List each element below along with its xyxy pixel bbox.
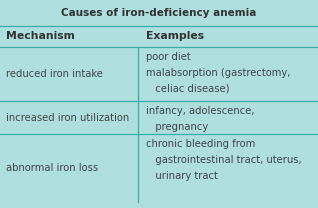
Text: malabsorption (gastrectomy,: malabsorption (gastrectomy, bbox=[146, 68, 291, 78]
Text: infancy, adolescence,: infancy, adolescence, bbox=[146, 106, 255, 116]
Text: Examples: Examples bbox=[146, 31, 204, 41]
Text: reduced iron intake: reduced iron intake bbox=[6, 69, 103, 79]
Text: pregnancy: pregnancy bbox=[146, 122, 209, 132]
Text: abnormal iron loss: abnormal iron loss bbox=[6, 163, 99, 173]
Text: poor diet: poor diet bbox=[146, 52, 191, 62]
Text: Mechanism: Mechanism bbox=[6, 31, 75, 41]
Text: increased iron utilization: increased iron utilization bbox=[6, 113, 130, 123]
Text: chronic bleeding from: chronic bleeding from bbox=[146, 139, 256, 149]
Text: gastrointestinal tract, uterus,: gastrointestinal tract, uterus, bbox=[146, 155, 302, 165]
Text: Causes of iron-deficiency anemia: Causes of iron-deficiency anemia bbox=[61, 8, 257, 18]
Text: celiac disease): celiac disease) bbox=[146, 83, 230, 93]
Text: urinary tract: urinary tract bbox=[146, 171, 218, 181]
